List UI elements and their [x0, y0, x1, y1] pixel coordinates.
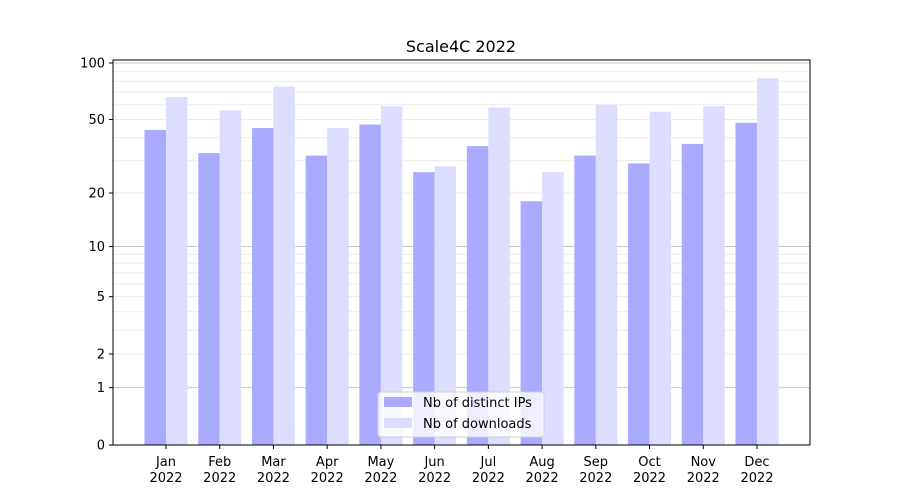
bar-distinct-ips — [359, 124, 381, 445]
y-tick-label: 1 — [97, 381, 105, 396]
x-tick-label: Jun — [423, 455, 444, 470]
y-tick-label: 2 — [97, 348, 105, 363]
x-tick-label: 2022 — [203, 471, 236, 486]
x-tick-label: 2022 — [472, 471, 505, 486]
bar-distinct-ips — [520, 201, 543, 445]
y-tick-label: 20 — [88, 186, 105, 201]
bar-downloads — [273, 86, 295, 445]
x-tick-label: May — [367, 455, 394, 470]
x-tick-label: Mar — [261, 455, 286, 470]
legend: Nb of distinct IPs Nb of downloads — [377, 391, 545, 438]
y-tick-label: 10 — [88, 240, 105, 255]
x-tick-label: 2022 — [311, 471, 344, 486]
x-tick-label: Dec — [744, 455, 769, 470]
bar-distinct-ips — [681, 143, 704, 445]
bar-distinct-ips — [574, 155, 596, 446]
x-tick-label: 2022 — [633, 471, 666, 486]
x-tick-label: Feb — [208, 455, 231, 470]
bar-distinct-ips — [735, 122, 757, 445]
bar-downloads — [757, 78, 779, 446]
x-tick-label: Oct — [638, 455, 660, 470]
x-tick-label: Nov — [691, 455, 717, 470]
bar-downloads — [649, 111, 672, 446]
bar-distinct-ips — [305, 155, 328, 446]
chart-title: Scale4C 2022 — [406, 37, 516, 56]
bar-downloads — [380, 106, 403, 445]
x-tick-label: Jan — [155, 455, 176, 470]
legend-box — [377, 391, 545, 438]
x-tick-label: 2022 — [740, 471, 773, 486]
bar-distinct-ips — [413, 172, 435, 445]
x-tick-label: 2022 — [687, 471, 720, 486]
y-tick-label: 0 — [97, 439, 105, 454]
y-tick-label: 100 — [80, 56, 105, 71]
y-tick-label: 50 — [88, 113, 105, 128]
x-tick-label: 2022 — [418, 471, 451, 486]
bar-downloads — [595, 104, 618, 446]
bar-downloads — [703, 106, 725, 445]
legend-swatch — [384, 397, 412, 407]
legend-label: Nb of downloads — [423, 417, 532, 432]
x-tick-label: Jul — [480, 455, 497, 470]
bar-distinct-ips — [251, 128, 274, 445]
bar-downloads — [542, 172, 564, 445]
bar-distinct-ips — [466, 146, 489, 445]
legend-swatch — [384, 418, 412, 428]
x-tick-label: 2022 — [149, 471, 182, 486]
x-tick-label: 2022 — [257, 471, 290, 486]
x-tick-label: Apr — [316, 455, 339, 470]
bar-distinct-ips — [198, 153, 220, 446]
bar-distinct-ips — [628, 163, 650, 445]
x-tick-label: 2022 — [579, 471, 612, 486]
bar-downloads — [434, 166, 457, 445]
y-tick-label: 5 — [97, 290, 105, 305]
x-tick-label: 2022 — [364, 471, 397, 486]
bar-downloads — [488, 107, 510, 445]
x-tick-label: 2022 — [526, 471, 559, 486]
bar-downloads — [219, 110, 242, 445]
x-tick-label: Sep — [584, 455, 609, 470]
x-tick-label: Aug — [529, 455, 554, 470]
plot-frame — [112, 59, 811, 446]
bar-distinct-ips — [144, 129, 166, 445]
bar-downloads — [327, 128, 349, 445]
bar-downloads — [166, 96, 188, 446]
legend-label: Nb of distinct IPs — [423, 396, 532, 411]
